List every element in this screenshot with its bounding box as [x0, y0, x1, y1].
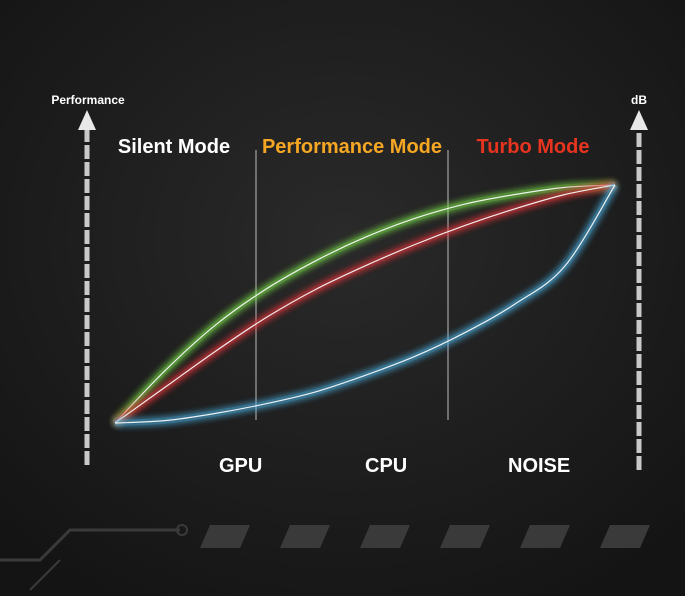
legend: GPU CPU NOISE — [160, 455, 570, 477]
legend-label-cpu: CPU — [365, 455, 407, 477]
zone-label-silent: Silent Mode — [118, 136, 230, 158]
right-axis — [630, 110, 648, 470]
series-group — [112, 182, 618, 426]
series-line-cpu — [114, 184, 616, 424]
zone-label-performance: Performance Mode — [262, 136, 442, 158]
right-axis-arrow-icon — [630, 110, 648, 130]
legend-label-noise: NOISE — [508, 455, 570, 477]
decorative-stripes — [0, 524, 650, 591]
legend-label-gpu: GPU — [219, 455, 262, 477]
y2-axis-label: dB — [631, 93, 647, 107]
series-line-gpu — [114, 184, 616, 424]
left-axis-arrow-icon — [78, 110, 96, 130]
y-axis-label: Performance — [51, 93, 125, 107]
zone-label-turbo: Turbo Mode — [477, 136, 590, 158]
left-axis — [78, 110, 96, 465]
series-line-noise — [114, 184, 616, 424]
